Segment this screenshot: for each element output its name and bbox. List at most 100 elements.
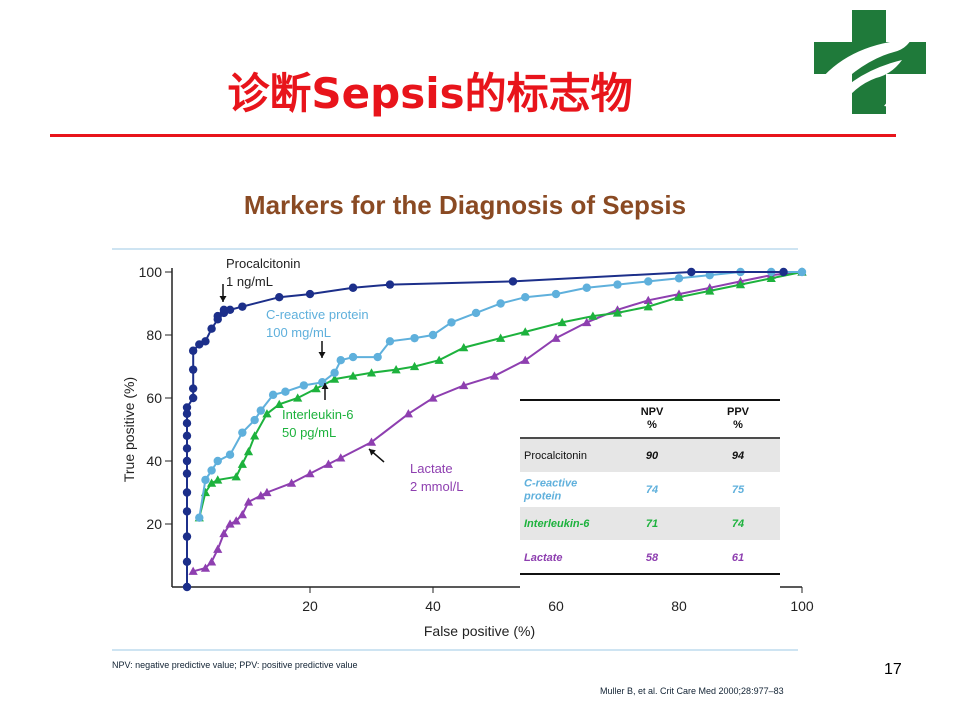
data-point-c-reactive-protein	[385, 337, 395, 346]
table-cell-npv: 71	[646, 518, 658, 530]
table-cell-ppv: 74	[732, 518, 744, 530]
data-point-interleukin-6	[674, 292, 684, 301]
title-rule	[50, 134, 896, 137]
data-point-lactate	[643, 295, 653, 305]
data-point-procalcitonin	[188, 365, 198, 374]
table-cell-ppv: 94	[732, 450, 744, 462]
y-tick-label: 40	[146, 453, 162, 469]
data-point-c-reactive-protein	[207, 466, 216, 475]
data-point-c-reactive-protein	[410, 333, 419, 343]
data-point-lactate	[243, 497, 254, 506]
y-tick-label: 100	[139, 264, 163, 280]
data-point-interleukin-6	[330, 374, 340, 383]
y-tick-label: 80	[146, 327, 162, 343]
annotation-lactate-line2: 2 mmol/L	[410, 479, 463, 494]
data-point-procalcitonin	[238, 302, 247, 311]
data-point-procalcitonin	[188, 384, 198, 393]
data-point-procalcitonin	[182, 469, 192, 478]
data-point-interleukin-6	[766, 273, 776, 282]
data-point-c-reactive-protein	[373, 352, 382, 362]
table-cell-ppv: 75	[732, 484, 745, 496]
data-point-interleukin-6	[243, 446, 254, 456]
table-cell-ppv: 61	[732, 552, 744, 564]
data-point-lactate	[489, 371, 500, 380]
table-header-npv: NPV	[641, 406, 664, 418]
data-point-procalcitonin	[275, 293, 284, 302]
data-point-c-reactive-protein	[336, 356, 345, 365]
data-point-interleukin-6	[237, 459, 247, 468]
data-point-lactate	[323, 459, 334, 468]
data-point-interleukin-6	[588, 311, 598, 320]
data-point-procalcitonin	[182, 456, 192, 466]
table-header-npv: %	[647, 419, 657, 431]
table-header-ppv: %	[733, 419, 743, 431]
data-point-lactate	[231, 516, 241, 525]
data-point-lactate	[200, 563, 211, 572]
x-tick-label: 100	[790, 598, 814, 614]
annotation-arrow-head	[219, 296, 227, 302]
data-point-lactate	[403, 409, 413, 418]
data-point-interleukin-6	[262, 409, 272, 418]
data-point-c-reactive-protein	[250, 415, 259, 425]
annotation-lactate-line1: Lactate	[410, 461, 453, 476]
data-point-c-reactive-protein	[496, 299, 505, 308]
data-point-interleukin-6	[705, 286, 715, 295]
data-point-lactate	[207, 557, 217, 566]
data-point-lactate	[428, 393, 438, 402]
data-point-lactate	[213, 544, 223, 553]
data-point-c-reactive-protein	[238, 428, 247, 437]
data-point-interleukin-6	[391, 365, 401, 374]
data-point-interleukin-6	[250, 431, 260, 440]
data-point-interleukin-6	[459, 343, 469, 352]
table-cell-npv: 90	[646, 450, 659, 462]
data-point-procalcitonin	[219, 305, 229, 314]
annotation-arrow-head	[369, 449, 376, 456]
table-cell-npv: 58	[646, 552, 659, 564]
data-point-c-reactive-protein	[348, 352, 358, 362]
data-point-c-reactive-protein	[551, 289, 561, 299]
table-header-ppv: PPV	[727, 406, 750, 418]
annotation-c-reactive-protein-line2: 100 mg/mL	[266, 325, 331, 340]
data-point-procalcitonin	[687, 267, 696, 277]
data-point-c-reactive-protein	[213, 456, 222, 466]
data-point-interleukin-6	[434, 355, 444, 364]
data-point-lactate	[305, 469, 315, 478]
table-row-shade	[520, 507, 780, 540]
data-point-interleukin-6	[213, 475, 223, 484]
data-point-lactate	[219, 528, 229, 538]
data-point-procalcitonin	[779, 267, 788, 277]
annotation-arrow-head	[318, 352, 326, 358]
data-point-procalcitonin	[225, 305, 235, 314]
data-point-interleukin-6	[520, 327, 530, 336]
y-tick-label: 20	[146, 516, 162, 532]
data-point-lactate	[225, 519, 235, 528]
annotation-interleukin-6-line2: 50 pg/mL	[282, 425, 336, 440]
data-point-procalcitonin	[207, 324, 216, 333]
data-point-c-reactive-protein	[428, 330, 438, 340]
data-point-procalcitonin	[182, 488, 192, 497]
data-point-c-reactive-protein	[256, 406, 265, 415]
data-point-procalcitonin	[182, 557, 192, 566]
citation: Muller B, et al. Crit Care Med 2000;28:9…	[600, 686, 784, 696]
data-point-c-reactive-protein	[195, 513, 204, 522]
y-axis-label: True positive (%)	[121, 377, 137, 482]
x-tick-label: 80	[671, 598, 687, 614]
annotation-procalcitonin-line2: 1 ng/mL	[226, 274, 273, 289]
data-point-procalcitonin	[305, 289, 315, 299]
data-point-c-reactive-protein	[705, 270, 714, 280]
x-tick-label: 60	[548, 598, 564, 614]
table-row-label: protein	[523, 491, 562, 503]
data-point-interleukin-6	[311, 383, 321, 393]
data-point-c-reactive-protein	[797, 267, 807, 277]
data-point-c-reactive-protein	[644, 277, 653, 286]
data-point-c-reactive-protein	[268, 390, 278, 400]
table-row-shade	[520, 439, 780, 472]
data-point-lactate	[459, 380, 469, 390]
data-point-lactate	[188, 566, 198, 575]
slide-title: 诊断Sepsis的标志物	[227, 69, 633, 118]
data-point-c-reactive-protein	[471, 308, 481, 318]
table-row-label: C-reactive	[524, 478, 577, 490]
data-point-procalcitonin	[188, 393, 198, 403]
data-point-lactate	[262, 487, 272, 497]
